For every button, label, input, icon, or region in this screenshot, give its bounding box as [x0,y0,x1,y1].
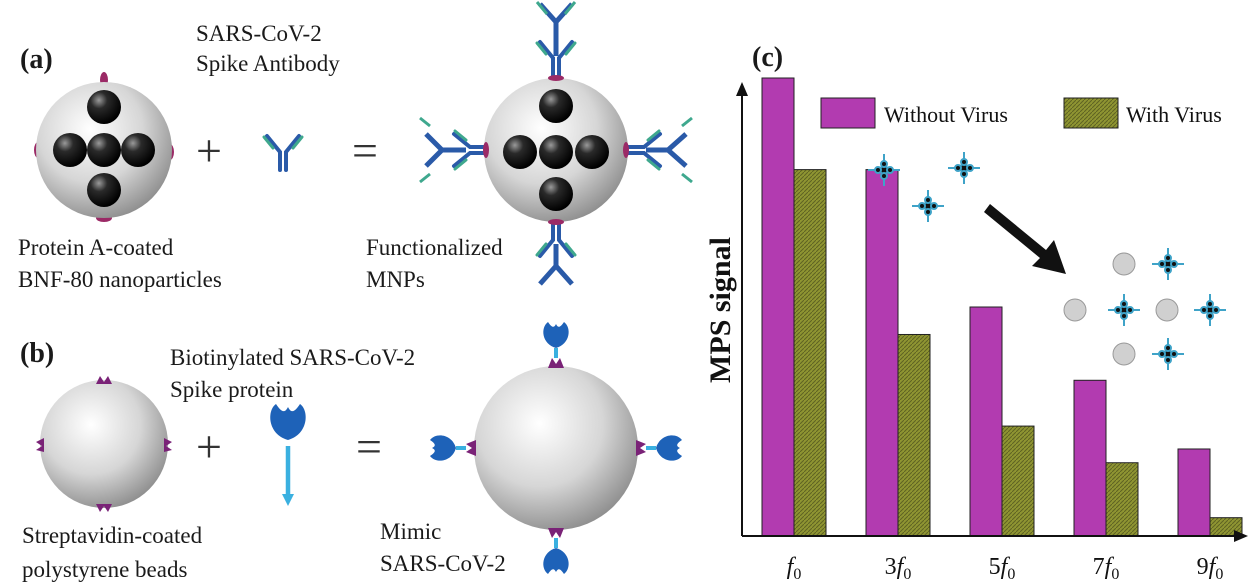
aggregation-arrow-icon [984,204,1066,274]
x-tick-label-9f0: 9f0 [1197,554,1224,583]
dispersed-mnp-icon [868,152,980,222]
bnf80-nanoparticle [34,72,174,222]
product-caption-line2: MNPs [366,267,425,292]
panel-b-label: (b) [20,338,55,369]
plus-sign-b: + [196,421,222,472]
bar-with-virus-f0 [793,169,827,537]
bead-caption-line2: polystyrene beads [22,557,188,582]
spike-protein-icon [270,404,306,506]
bar-without-virus-7f0 [1073,379,1107,537]
y-axis-label: MPS signal [704,237,737,383]
bar-without-virus-f0 [761,77,795,537]
x-tick-label-5f0: 5f0 [989,554,1016,583]
x-tick-label-3f0: 3f0 [885,554,912,583]
aggregated-cluster-icon [1063,248,1226,370]
protein-caption-line2: Spike protein [170,377,294,402]
streptavidin-bead [36,376,172,512]
legend-swatch-with-virus [1063,97,1119,129]
bar-without-virus-3f0 [865,169,899,537]
functionalized-mnp [419,1,693,286]
bar-with-virus-7f0 [1105,462,1139,537]
plus-sign-a: + [196,125,222,176]
protein-caption-line1: Biotinylated SARS-CoV-2 [170,345,416,370]
x-tick-label-7f0: 7f0 [1093,554,1120,583]
legend-label-without-virus: Without Virus [884,102,1008,127]
mimic-caption-line1: Mimic [380,519,442,544]
particle-caption-line2: BNF-80 nanoparticles [18,267,222,292]
product-caption-line1: Functionalized [366,235,503,260]
mimic-virus [428,320,684,576]
antibody-caption-line1: SARS-CoV-2 [196,21,322,46]
legend-swatch-without-virus [820,97,876,129]
x-axis-arrow [1234,530,1248,542]
bar-with-virus-5f0 [1001,425,1035,537]
panel-a-label: (a) [20,44,53,75]
bar-with-virus-3f0 [897,333,931,537]
mimic-caption-line2: SARS-CoV-2 [380,551,506,576]
particle-caption-line1: Protein A-coated [18,235,174,260]
y-axis-arrow [736,82,748,96]
equals-sign-b: = [356,421,382,472]
x-tick-label-f0: f0 [787,554,802,583]
panel-c-label: (c) [752,42,784,73]
bead-caption-line1: Streptavidin-coated [22,523,203,548]
equals-sign-a: = [352,125,378,176]
bar-without-virus-9f0 [1177,448,1211,537]
legend-label-with-virus: With Virus [1126,102,1222,127]
antibody-caption-line2: Spike Antibody [196,51,340,76]
bar-without-virus-5f0 [969,306,1003,537]
